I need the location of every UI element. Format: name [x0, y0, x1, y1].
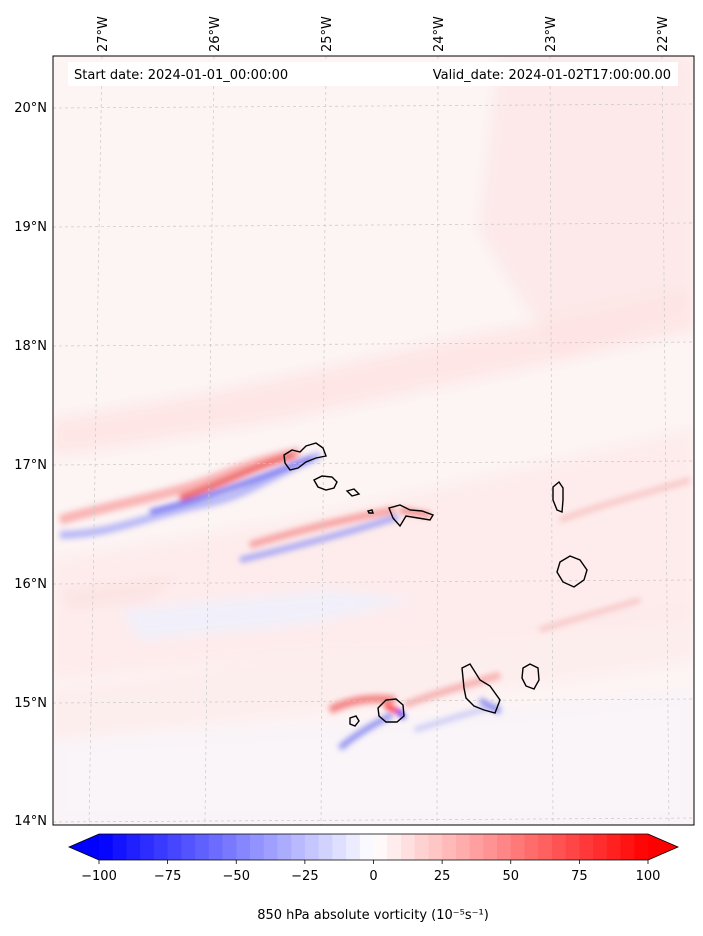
colorbar-cell	[579, 834, 594, 860]
colorbar-cell	[359, 834, 374, 860]
colorbar-tick-label: −75	[154, 869, 181, 884]
colorbar-cell	[126, 834, 141, 860]
colorbar-tick-label: 25	[434, 869, 451, 884]
colorbar-cell	[455, 834, 471, 860]
lat-label: 20°N	[14, 101, 47, 116]
colorbar-cell	[497, 834, 512, 860]
island-maio	[521, 663, 540, 690]
lat-label: 15°N	[14, 696, 47, 711]
colorbar-cell	[222, 834, 237, 860]
colorbar-ticks: −100 −75 −50 −25 0 25 50 75 100	[81, 860, 660, 884]
colorbar-cell	[483, 834, 498, 860]
colorbar-cell	[277, 834, 292, 860]
gridlines	[53, 56, 694, 825]
colorbar-cell	[414, 834, 429, 860]
colorbar-cell	[551, 834, 567, 860]
island-brava	[349, 715, 360, 727]
colorbar-cell	[291, 834, 306, 860]
colorbar-label: 850 hPa absolute vorticity (10⁻⁵s⁻¹)	[257, 908, 489, 923]
valid-date-label: Valid_date: 2024-01-02T17:00:00.00	[433, 68, 671, 83]
start-date-label: Start date: 2024-01-01_00:00:00	[74, 68, 288, 83]
colorbar-cells	[99, 834, 649, 860]
colorbar-cell	[181, 834, 196, 860]
colorbar-cell	[510, 834, 525, 860]
lon-label: 23°W	[544, 16, 559, 52]
colorbar-cell	[442, 834, 457, 860]
colorbar-tick-label: −50	[223, 869, 250, 884]
colorbar-tick-label: −100	[81, 869, 117, 884]
lon-label: 22°W	[656, 16, 671, 52]
island-santa-luzia	[345, 488, 361, 497]
colorbar-tick-label: −25	[291, 869, 318, 884]
lon-label: 24°W	[432, 16, 447, 52]
island-santiago	[461, 663, 501, 714]
colorbar-cell	[140, 834, 155, 860]
lon-label: 26°W	[208, 16, 223, 52]
map-panel	[53, 56, 694, 825]
colorbar-cell	[387, 834, 402, 860]
lat-label: 19°N	[14, 220, 47, 235]
colorbar-cell	[236, 834, 251, 860]
colorbar-cell	[524, 834, 539, 860]
colorbar-cell	[373, 834, 388, 860]
header-box	[68, 62, 678, 86]
colorbar-cell	[195, 834, 210, 860]
colorbar-cell	[167, 834, 182, 860]
island-santo-antao	[283, 442, 327, 471]
colorbar-cell	[538, 834, 553, 860]
lon-label: 27°W	[96, 16, 111, 52]
lat-label: 14°N	[14, 814, 47, 829]
colorbar-extend-low	[69, 834, 99, 860]
vorticity-field	[53, 56, 694, 825]
colorbar-cell	[606, 834, 622, 860]
colorbar-tick-label: 50	[502, 869, 519, 884]
colorbar-cell	[112, 834, 127, 860]
latitude-labels: 20°N 19°N 18°N 17°N 16°N 15°N 14°N	[14, 101, 47, 829]
island-sao-vicente	[313, 475, 338, 491]
island-sao-nicolau	[388, 504, 435, 528]
coastlines	[283, 442, 588, 727]
colorbar-cell	[208, 834, 224, 860]
colorbar-cell	[634, 834, 649, 860]
colorbar-tick-label: 0	[369, 869, 377, 884]
lat-label: 17°N	[14, 458, 47, 473]
lon-label: 25°W	[320, 16, 335, 52]
colorbar: −100 −75 −50 −25 0 25 50 75 100 850 hPa absolute…	[67, 833, 680, 923]
colorbar-cell	[620, 834, 635, 860]
colorbar-cell	[318, 834, 333, 860]
island-branco	[366, 509, 374, 514]
colorbar-cell	[99, 834, 114, 860]
colorbar-cell	[469, 834, 484, 860]
colorbar-cell	[249, 834, 265, 860]
colorbar-tick-label: 75	[571, 869, 588, 884]
colorbar-cell	[428, 834, 443, 860]
colorbar-cell	[332, 834, 347, 860]
map-frame	[52, 55, 695, 826]
lat-label: 18°N	[14, 339, 47, 354]
lat-label: 16°N	[14, 577, 47, 592]
island-boa-vista	[556, 555, 588, 588]
colorbar-tick-label: 100	[636, 869, 661, 884]
longitude-labels: 27°W 26°W 25°W 24°W 23°W 22°W	[96, 16, 671, 52]
colorbar-cell	[304, 834, 320, 860]
colorbar-extend-high	[648, 834, 678, 860]
colorbar-cell	[346, 834, 361, 860]
colorbar-cell	[593, 834, 608, 860]
colorbar-cell	[400, 834, 416, 860]
island-wakes	[58, 447, 691, 751]
colorbar-cell	[153, 834, 169, 860]
island-sal	[552, 480, 564, 514]
island-fogo	[377, 698, 405, 723]
colorbar-cell	[565, 834, 580, 860]
colorbar-cell	[263, 834, 278, 860]
